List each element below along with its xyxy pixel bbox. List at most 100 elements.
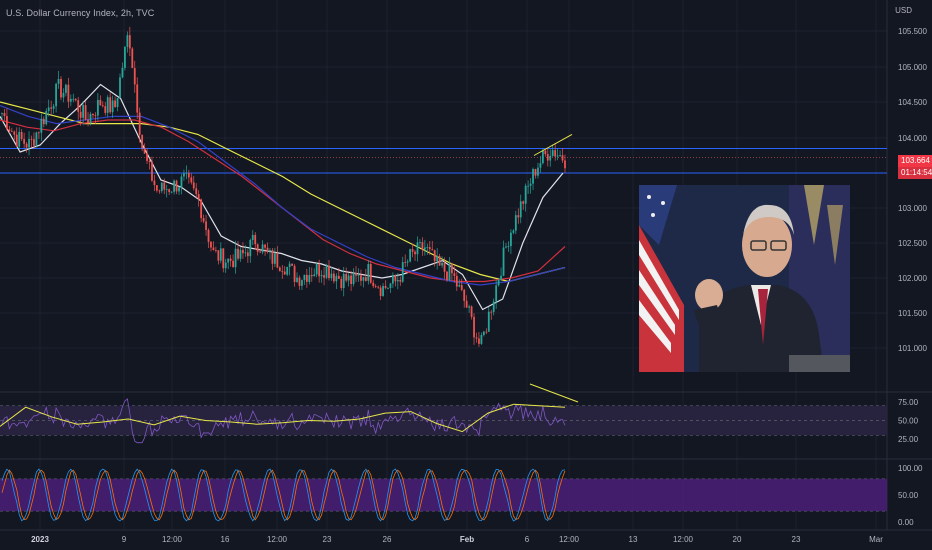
candle-body [485, 331, 488, 333]
candle-body [37, 132, 40, 134]
candle-body [305, 274, 308, 282]
candle-body [482, 331, 485, 335]
candle-body [421, 242, 424, 250]
candle-body [62, 92, 65, 98]
candle-body [271, 250, 274, 264]
candle-body [443, 262, 446, 272]
candle-body [401, 262, 404, 282]
candle-body [313, 274, 316, 277]
candle-body [18, 131, 21, 147]
rsi-tick-label: 75.00 [898, 398, 919, 407]
candle-body [465, 300, 468, 308]
time-tick-label: 26 [383, 535, 392, 544]
candle-body [192, 182, 195, 189]
time-tick-label: 12:00 [162, 535, 183, 544]
candle-body [13, 131, 16, 135]
candle-body [259, 251, 262, 253]
candle-body [433, 250, 436, 262]
candle-body [303, 274, 306, 281]
candle-body [320, 275, 323, 277]
candle-body [470, 306, 473, 317]
candle-body [310, 274, 313, 277]
candle-body [224, 262, 227, 269]
candle-body [468, 306, 471, 308]
time-tick-label: 13 [629, 535, 638, 544]
candle-body [382, 286, 384, 296]
candle-body [111, 100, 114, 113]
candle-body [283, 271, 286, 275]
candle-body [175, 180, 178, 192]
speaker-photo [639, 185, 850, 372]
candle-body [155, 185, 158, 191]
bar-countdown-tag: 01:14:54 [898, 167, 932, 179]
stoch-band [0, 478, 887, 512]
candle-body [315, 264, 318, 275]
time-tick-label: Feb [460, 535, 474, 544]
candle-body [554, 150, 557, 157]
time-tick-label: 20 [733, 535, 742, 544]
candle-body [480, 334, 483, 344]
candle-body [441, 262, 443, 266]
candle-body [180, 176, 183, 188]
candle-body [126, 35, 129, 47]
candle-body [165, 189, 168, 191]
candle-body [527, 185, 530, 187]
stochastic-lines [1, 468, 566, 522]
candle-body [556, 155, 559, 157]
candle-body [406, 261, 409, 263]
candle-body [264, 244, 266, 248]
time-tick-label: 12:00 [673, 535, 694, 544]
currency-label[interactable]: USD [895, 6, 912, 15]
rsi-tick-label: 50.00 [898, 417, 919, 426]
candle-body [414, 251, 416, 255]
candle-body [281, 271, 284, 273]
candle-body [55, 83, 57, 107]
time-tick-label: 9 [122, 535, 127, 544]
candle-body [529, 183, 532, 186]
candle-body [84, 105, 87, 120]
candle-body [101, 105, 104, 107]
candle-body [35, 132, 38, 146]
candle-body [104, 106, 107, 113]
time-tick-label: 6 [525, 535, 530, 544]
candle-body [200, 199, 203, 219]
candle-body [195, 188, 198, 195]
moving-averages [0, 83, 566, 311]
candle-body [416, 242, 419, 255]
candle-body [229, 258, 232, 261]
candle-body [519, 201, 522, 218]
pane-dividers [0, 0, 932, 531]
price-trendline [533, 133, 573, 156]
price-tick-label: 104.500 [898, 98, 927, 107]
time-tick-label: 2023 [31, 535, 49, 544]
candle-body [364, 277, 367, 281]
candle-body [298, 277, 301, 286]
candle-body [222, 248, 225, 269]
ma-white-line [0, 83, 564, 311]
candle-body [546, 154, 549, 161]
candle-body [291, 263, 294, 266]
candle-body [276, 253, 279, 268]
candle-body [404, 262, 407, 263]
candle-body [347, 275, 350, 281]
candle-body [446, 271, 448, 281]
rsi-signal-line [0, 403, 566, 433]
candle-body [559, 155, 561, 156]
candle-body [160, 182, 163, 192]
time-tick-label: 23 [323, 535, 332, 544]
candle-body [69, 98, 72, 102]
candle-body [114, 100, 116, 108]
candle-body [514, 215, 517, 231]
rsi-tick-label: 25.00 [898, 435, 919, 444]
candle-body [318, 264, 321, 277]
speaker-photo-image [639, 185, 850, 372]
candle-body [372, 282, 375, 287]
candle-body [544, 150, 547, 155]
candle-body [431, 249, 434, 251]
symbol-title[interactable]: U.S. Dollar Currency Index, 2h, TVC [6, 8, 155, 18]
candle-body [541, 150, 544, 164]
candle-body [387, 287, 389, 289]
candle-body [505, 246, 507, 248]
candle-body [323, 275, 325, 278]
